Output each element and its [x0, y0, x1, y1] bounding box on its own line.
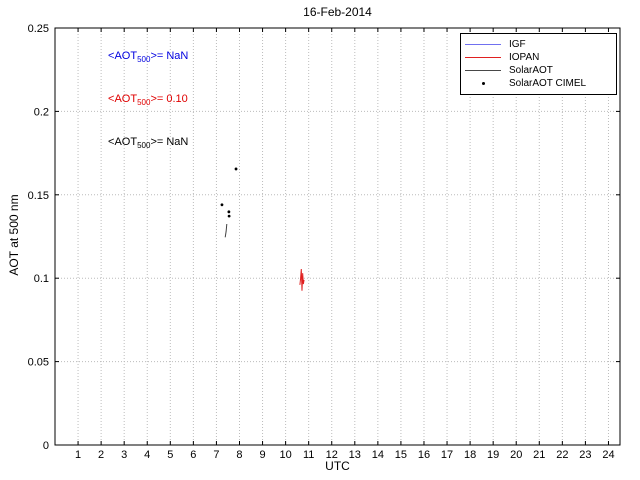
- svg-text:24: 24: [602, 449, 614, 461]
- legend-entry-solaraot: SolarAOT: [461, 64, 616, 77]
- svg-text:3: 3: [121, 449, 127, 461]
- legend-line-marker: [461, 44, 505, 45]
- series-iopan: [299, 268, 305, 291]
- svg-text:4: 4: [144, 449, 150, 461]
- legend-entry-solaraot-cimel: SolarAOT CIMEL: [461, 77, 616, 90]
- legend-dot-marker: [461, 82, 505, 85]
- svg-text:13: 13: [349, 449, 361, 461]
- svg-text:17: 17: [441, 449, 453, 461]
- svg-text:8: 8: [236, 449, 242, 461]
- series-solaraot: [224, 223, 228, 238]
- svg-text:0.2: 0.2: [34, 106, 49, 118]
- svg-text:5: 5: [167, 449, 173, 461]
- svg-text:2: 2: [98, 449, 104, 461]
- svg-text:15: 15: [395, 449, 407, 461]
- svg-text:7: 7: [213, 449, 219, 461]
- svg-text:19: 19: [487, 449, 499, 461]
- legend-line-marker: [461, 57, 505, 58]
- svg-text:22: 22: [556, 449, 568, 461]
- svg-text:12: 12: [326, 449, 338, 461]
- legend-label: SolarAOT: [509, 65, 553, 76]
- svg-text:1: 1: [75, 449, 81, 461]
- svg-text:20: 20: [510, 449, 522, 461]
- x-axis-label: UTC: [325, 459, 350, 473]
- svg-text:16: 16: [418, 449, 430, 461]
- legend-label: SolarAOT CIMEL: [509, 78, 587, 89]
- axis-box: [54, 27, 621, 446]
- axis-ticks: [55, 27, 620, 446]
- series-solaraot-cimel: [220, 167, 238, 218]
- legend-entry-iopan: IOPAN: [461, 51, 616, 64]
- legend: IGF IOPAN SolarAOT SolarAOT CIMEL: [460, 33, 617, 95]
- svg-text:0.25: 0.25: [28, 23, 49, 35]
- svg-text:10: 10: [279, 449, 291, 461]
- x-tick-labels: 1 2 3 4 5 6 7 8 9 10 11 12 13 14 15 16 17 18 19 20 21 22 23 24: [75, 449, 615, 461]
- svg-text:18: 18: [464, 449, 476, 461]
- svg-text:0.1: 0.1: [34, 273, 49, 285]
- svg-text:0.15: 0.15: [28, 190, 49, 202]
- legend-label: IOPAN: [509, 52, 540, 63]
- svg-text:0: 0: [43, 440, 49, 452]
- svg-text:14: 14: [372, 449, 384, 461]
- svg-text:0.05: 0.05: [28, 357, 49, 369]
- svg-text:6: 6: [190, 449, 196, 461]
- svg-text:11: 11: [303, 449, 314, 461]
- legend-entry-igf: IGF: [461, 38, 616, 51]
- y-tick-labels: 0 0.05 0.1 0.15 0.2 0.25: [28, 23, 49, 452]
- legend-label: IGF: [509, 39, 526, 50]
- svg-text:9: 9: [259, 449, 265, 461]
- legend-line-marker: [461, 70, 505, 71]
- svg-text:23: 23: [579, 449, 591, 461]
- chart-title: 16-Feb-2014: [303, 5, 372, 19]
- y-axis-label: AOT at 500 nm: [7, 194, 21, 276]
- svg-text:21: 21: [533, 449, 545, 461]
